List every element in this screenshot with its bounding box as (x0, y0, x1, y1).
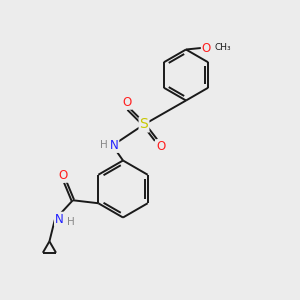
Text: N: N (110, 139, 118, 152)
Text: O: O (156, 140, 165, 153)
Text: O: O (58, 169, 68, 182)
Text: H: H (67, 217, 74, 227)
Text: CH₃: CH₃ (214, 43, 231, 52)
Text: S: S (140, 118, 148, 131)
Text: O: O (122, 96, 131, 109)
Text: O: O (202, 41, 211, 55)
Text: N: N (55, 213, 64, 226)
Text: H: H (100, 140, 108, 151)
